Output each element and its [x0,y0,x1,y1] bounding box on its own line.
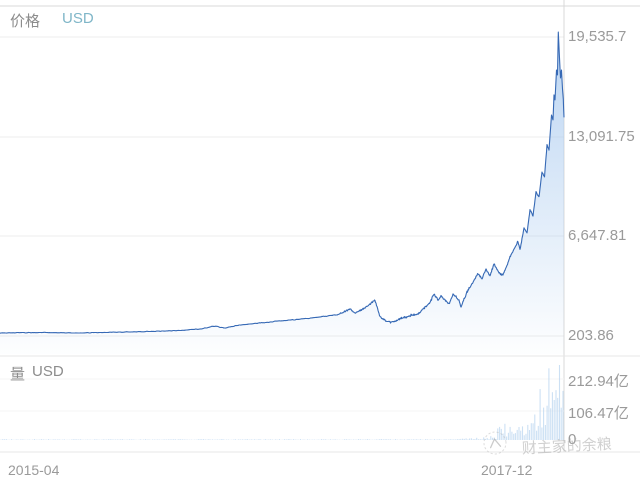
svg-text:财主家的余粮: 财主家的余粮 [521,435,612,458]
